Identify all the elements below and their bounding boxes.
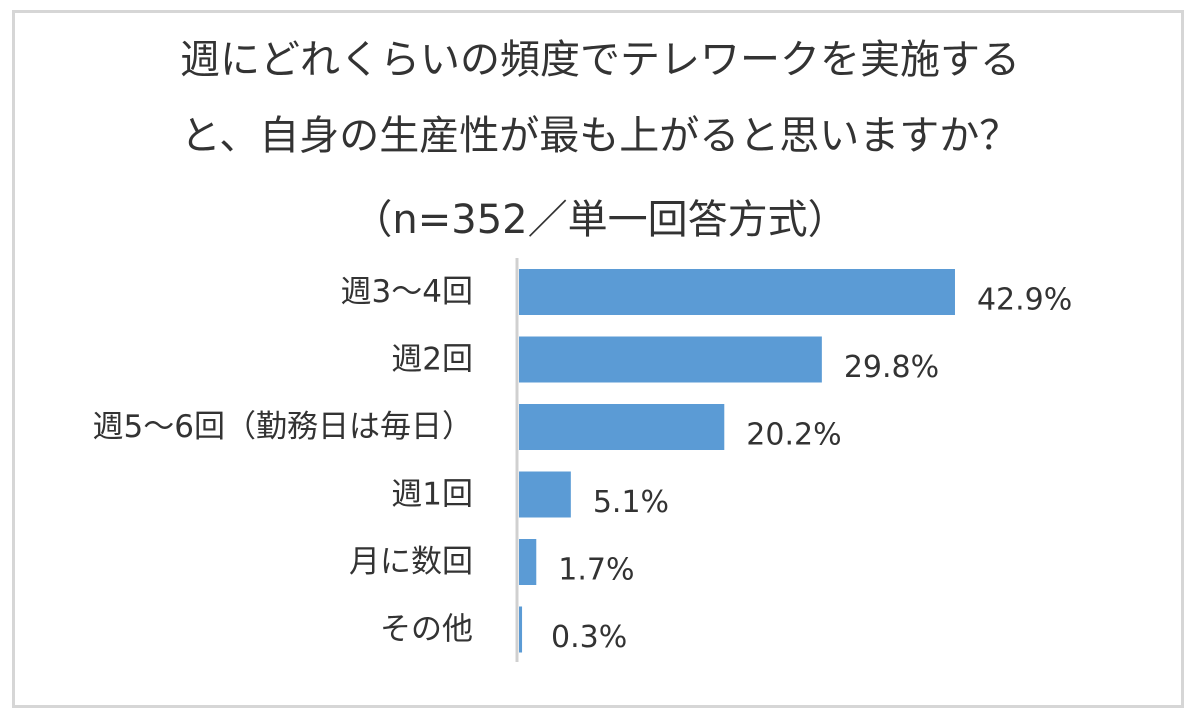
chart-title-line-3: （n=352／単一回答方式）: [352, 197, 848, 243]
value-label: 20.2%: [746, 418, 841, 453]
chart-title-line-2: と、自身の生産性が最も上がると思いますか？: [180, 113, 1020, 159]
category-label: 月に数回: [349, 544, 473, 580]
category-label: 週5〜6回（勤務日は毎日）: [93, 409, 473, 445]
bar: [519, 471, 571, 518]
category-label: 週1回: [391, 477, 473, 513]
bar: [519, 606, 523, 653]
value-label: 1.7%: [558, 553, 634, 588]
bar: [519, 539, 537, 585]
category-label: その他: [380, 612, 473, 648]
bar: [519, 269, 955, 315]
value-label: 0.3%: [551, 620, 627, 655]
value-label: 5.1%: [593, 485, 669, 520]
bar: [519, 404, 725, 450]
chart-title-line-1: 週にどれくらいの頻度でテレワークを実施する: [180, 37, 1020, 83]
category-label: 週2回: [391, 342, 473, 378]
bar: [519, 336, 822, 383]
category-label: 週3〜4回: [341, 274, 473, 310]
value-label: 42.9%: [977, 283, 1072, 318]
value-label: 29.8%: [844, 350, 939, 385]
